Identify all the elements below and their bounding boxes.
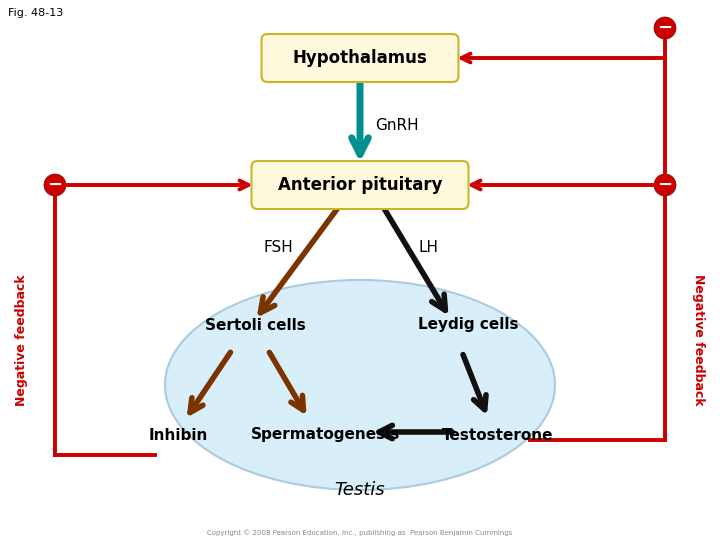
FancyBboxPatch shape [261,34,459,82]
Text: GnRH: GnRH [375,118,418,132]
Text: Fig. 48-13: Fig. 48-13 [8,8,63,18]
Text: −: − [657,19,672,37]
Text: Inhibin: Inhibin [148,428,207,442]
Text: Spermatogenesis: Spermatogenesis [251,428,400,442]
Circle shape [44,174,66,196]
Text: LH: LH [418,240,438,255]
Text: FSH: FSH [263,240,293,255]
Text: Sertoli cells: Sertoli cells [204,318,305,333]
Text: Negative feedback: Negative feedback [16,274,29,406]
FancyBboxPatch shape [251,161,469,209]
Text: Testis: Testis [335,481,385,499]
Text: Copyright © 2008 Pearson Education, Inc., publishing as  Pearson Benjamin Cummin: Copyright © 2008 Pearson Education, Inc.… [207,530,513,536]
Text: Negative feedback: Negative feedback [691,274,704,406]
Text: Hypothalamus: Hypothalamus [292,49,428,67]
Text: −: − [48,176,63,194]
Text: Anterior pituitary: Anterior pituitary [278,176,442,194]
Circle shape [654,174,676,196]
Ellipse shape [165,280,555,490]
Circle shape [654,17,676,39]
Text: −: − [657,176,672,194]
Text: Testosterone: Testosterone [442,428,554,442]
Text: Leydig cells: Leydig cells [418,318,518,333]
